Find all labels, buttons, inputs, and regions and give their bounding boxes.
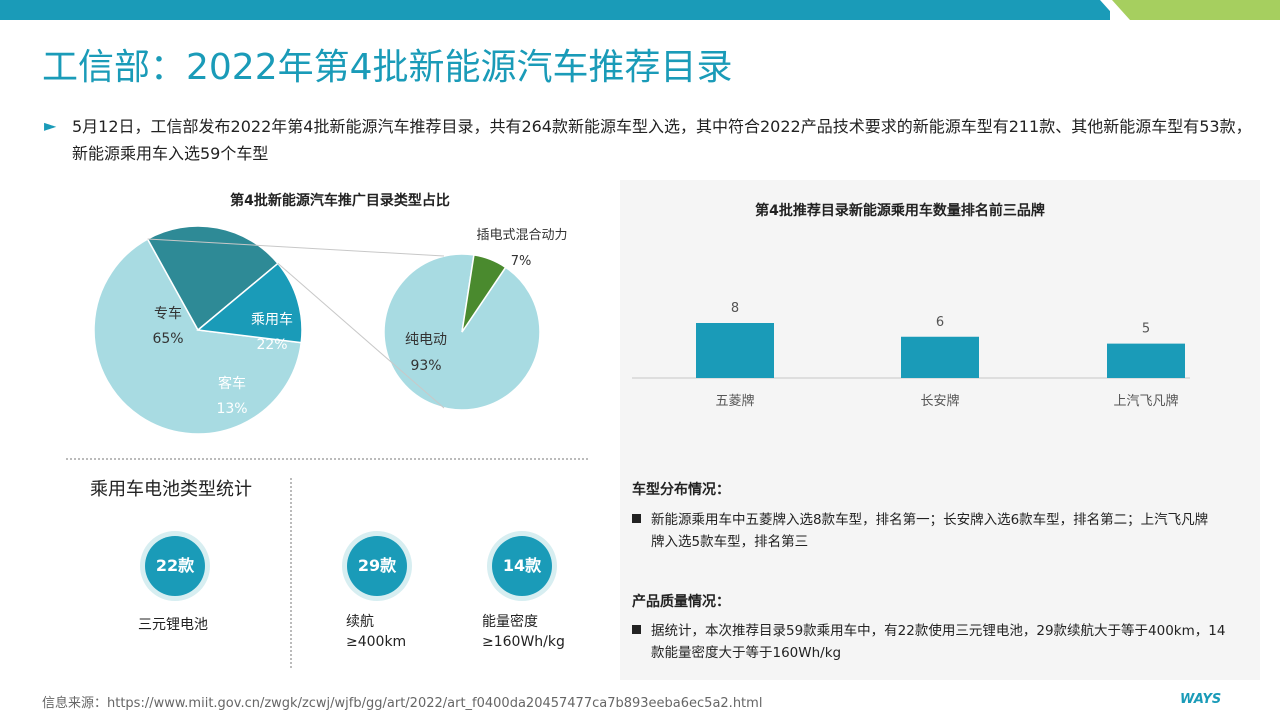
dist-text: 新能源乘用车中五菱牌入选8款车型，排名第一；长安牌入选6款车型，排名第二；上汽飞…: [632, 509, 1232, 553]
connector-line-bottom: [277, 263, 445, 409]
pie-category-label-2: 客车: [218, 375, 246, 392]
pie-slice-0: [93, 238, 303, 435]
bar-value-label-0: 8: [731, 301, 739, 316]
pie2-value-label-1: 7%: [511, 254, 532, 269]
right-panel: [620, 180, 1260, 680]
bullet-arrow-icon: ►: [44, 116, 57, 135]
quality-text: 据统计，本次推荐目录59款乘用车中，有22款使用三元锂电池，29款续航大于等于4…: [632, 620, 1232, 664]
bar-category-label-1: 长安牌: [920, 393, 959, 409]
bar-0: [696, 323, 774, 378]
pie2-slice-1: [461, 254, 507, 333]
connector-line-top: [147, 238, 445, 257]
battery-label-density: 能量密度 ≥160Wh/kg: [482, 614, 565, 650]
battery-badge-nmc: 22款: [140, 531, 210, 601]
bar-2: [1107, 343, 1185, 378]
pie-value-label-1: 22%: [256, 337, 287, 353]
battery-title: 乘用车电池类型统计: [90, 479, 252, 500]
pie-value-label-2: 13%: [216, 401, 247, 417]
battery-label-range: 续航 ≥400km: [346, 614, 407, 650]
quality-line1: 据统计，本次推荐目录59款乘用车中，有22款使用三元锂电池，29款续航大于等于4…: [651, 623, 1226, 639]
top-banner-green: [1112, 0, 1280, 20]
pie-charts: 专车 65% 乘用车 22% 客车 13% 纯电动 93% 插电式混合动力 7%: [93, 225, 568, 435]
top-banner-blue: [0, 0, 1110, 20]
ways-logo: WAYS: [1180, 692, 1222, 707]
divider-horizontal: [66, 458, 588, 460]
quality-line2: 款能量密度大于等于160Wh/kg: [651, 645, 842, 661]
battery-badge-density: 14款: [487, 531, 557, 601]
bar-category-label-2: 上汽飞凡牌: [1113, 393, 1178, 409]
pie2-category-label-0: 纯电动: [405, 332, 447, 348]
pie-chart-title: 第4批新能源汽车推广目录类型占比: [230, 193, 450, 209]
bar-chart-title: 第4批推荐目录新能源乘用车数量排名前三品牌: [755, 203, 1045, 219]
pie-slice-1: [146, 225, 279, 332]
bar-value-label-1: 6: [936, 315, 944, 330]
intro-text: 5月12日，工信部发布2022年第4批新能源汽车推荐目录，共有264款新能源车型…: [72, 117, 1252, 163]
dist-line1: 新能源乘用车中五菱牌入选8款车型，排名第一；长安牌入选6款车型，排名第二；上汽飞…: [651, 512, 1209, 528]
source-text: 信息来源：https://www.miit.gov.cn/zwgk/zcwj/w…: [42, 696, 763, 711]
bar-chart: 8 五菱牌 6 长安牌 5 上汽飞凡牌: [632, 301, 1190, 409]
battery-label-nmc: 三元锂电池: [138, 617, 208, 633]
pie-slice-2: [196, 262, 303, 344]
bar-category-label-0: 五菱牌: [715, 393, 754, 409]
pie-value-label-0: 65%: [152, 331, 183, 347]
pie-category-label-1: 乘用车: [251, 311, 293, 328]
page-title: 工信部：2022年第4批新能源汽车推荐目录: [42, 47, 733, 88]
dist-line2: 牌入选5款车型，排名第三: [651, 534, 809, 550]
dist-heading: 车型分布情况：: [632, 482, 730, 498]
pie-category-label-0: 专车: [154, 305, 182, 322]
bar-1: [901, 336, 979, 378]
pie2-category-label-1: 插电式混合动力: [476, 228, 567, 243]
divider-vertical: [290, 478, 292, 668]
battery-badge-range: 29款: [342, 531, 412, 601]
bar-value-label-2: 5: [1142, 322, 1150, 337]
quality-heading: 产品质量情况：: [632, 594, 730, 610]
square-bullet-icon: [632, 514, 641, 523]
pie2-value-label-0: 93%: [410, 358, 441, 374]
square-bullet-icon: [632, 625, 641, 634]
